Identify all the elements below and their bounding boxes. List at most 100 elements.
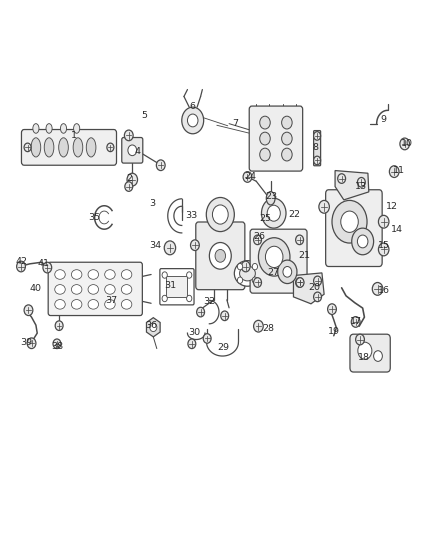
Circle shape xyxy=(24,305,33,316)
Text: 38: 38 xyxy=(51,342,63,351)
Ellipse shape xyxy=(121,285,132,294)
Circle shape xyxy=(55,321,63,330)
Text: 42: 42 xyxy=(16,257,28,265)
Ellipse shape xyxy=(88,270,99,279)
Circle shape xyxy=(260,116,270,129)
Circle shape xyxy=(278,260,297,284)
Circle shape xyxy=(282,132,292,145)
Text: 34: 34 xyxy=(149,241,161,249)
Text: 23: 23 xyxy=(265,192,278,200)
Text: 41: 41 xyxy=(38,259,50,268)
Text: 4: 4 xyxy=(134,148,140,156)
Circle shape xyxy=(332,200,367,243)
Circle shape xyxy=(237,277,243,284)
Circle shape xyxy=(107,143,114,152)
Polygon shape xyxy=(146,318,160,337)
Text: 31: 31 xyxy=(164,281,176,289)
Circle shape xyxy=(43,262,52,273)
Ellipse shape xyxy=(55,270,65,279)
Text: 27: 27 xyxy=(267,269,279,277)
Ellipse shape xyxy=(71,300,82,309)
Circle shape xyxy=(150,323,157,332)
Ellipse shape xyxy=(71,270,82,279)
Ellipse shape xyxy=(121,270,132,279)
Circle shape xyxy=(314,276,321,286)
Text: 26: 26 xyxy=(253,232,265,241)
Circle shape xyxy=(24,143,31,152)
Ellipse shape xyxy=(55,300,65,309)
Circle shape xyxy=(187,272,192,278)
Text: 36: 36 xyxy=(145,321,158,329)
Text: 19: 19 xyxy=(328,327,340,336)
Ellipse shape xyxy=(121,300,132,309)
Circle shape xyxy=(128,145,137,156)
Text: 25: 25 xyxy=(259,214,271,223)
Circle shape xyxy=(17,261,25,272)
Circle shape xyxy=(124,130,133,141)
Bar xyxy=(166,276,187,297)
Circle shape xyxy=(260,132,270,145)
FancyBboxPatch shape xyxy=(250,229,307,293)
Circle shape xyxy=(237,263,243,270)
Text: 10: 10 xyxy=(401,140,413,148)
Circle shape xyxy=(27,338,36,349)
Text: 12: 12 xyxy=(385,203,397,211)
Circle shape xyxy=(254,320,263,332)
Circle shape xyxy=(352,228,374,255)
Text: 40: 40 xyxy=(30,285,42,293)
Text: 1: 1 xyxy=(71,132,77,140)
Circle shape xyxy=(125,182,133,191)
Text: 22: 22 xyxy=(288,210,300,219)
Circle shape xyxy=(378,215,389,228)
FancyBboxPatch shape xyxy=(350,334,390,372)
Circle shape xyxy=(221,311,229,321)
Ellipse shape xyxy=(33,124,39,133)
Text: 29: 29 xyxy=(217,343,230,352)
Circle shape xyxy=(296,235,304,245)
Circle shape xyxy=(212,205,228,224)
Circle shape xyxy=(338,174,346,183)
Ellipse shape xyxy=(74,124,80,133)
Circle shape xyxy=(378,243,389,256)
Circle shape xyxy=(319,200,329,213)
Circle shape xyxy=(372,282,383,295)
Ellipse shape xyxy=(44,138,54,157)
Circle shape xyxy=(156,160,165,171)
Circle shape xyxy=(127,173,138,186)
FancyBboxPatch shape xyxy=(196,222,245,290)
Circle shape xyxy=(164,241,176,255)
Circle shape xyxy=(252,277,258,284)
Text: 9: 9 xyxy=(380,116,386,124)
Circle shape xyxy=(241,261,250,272)
Circle shape xyxy=(282,116,292,129)
Circle shape xyxy=(206,197,234,231)
Text: 16: 16 xyxy=(378,286,389,295)
Circle shape xyxy=(341,211,358,232)
Text: 37: 37 xyxy=(105,296,117,305)
Circle shape xyxy=(283,266,292,277)
Text: 2: 2 xyxy=(126,174,132,183)
Text: 13: 13 xyxy=(355,182,367,191)
Text: 39: 39 xyxy=(20,338,32,346)
Circle shape xyxy=(267,205,280,221)
Polygon shape xyxy=(335,171,369,200)
Text: 21: 21 xyxy=(298,252,311,260)
Ellipse shape xyxy=(86,138,96,157)
Circle shape xyxy=(296,278,304,287)
Circle shape xyxy=(203,334,211,343)
Circle shape xyxy=(282,148,292,161)
Circle shape xyxy=(314,132,321,140)
FancyBboxPatch shape xyxy=(326,190,382,266)
Circle shape xyxy=(356,334,364,345)
Text: 15: 15 xyxy=(378,241,389,249)
Circle shape xyxy=(374,351,382,361)
Text: 32: 32 xyxy=(203,297,215,305)
FancyBboxPatch shape xyxy=(160,269,194,305)
Ellipse shape xyxy=(59,138,68,157)
Ellipse shape xyxy=(73,138,83,157)
Text: 8: 8 xyxy=(312,143,318,151)
Circle shape xyxy=(265,246,283,268)
Circle shape xyxy=(296,278,304,287)
Text: 14: 14 xyxy=(391,225,403,233)
Circle shape xyxy=(358,342,372,359)
